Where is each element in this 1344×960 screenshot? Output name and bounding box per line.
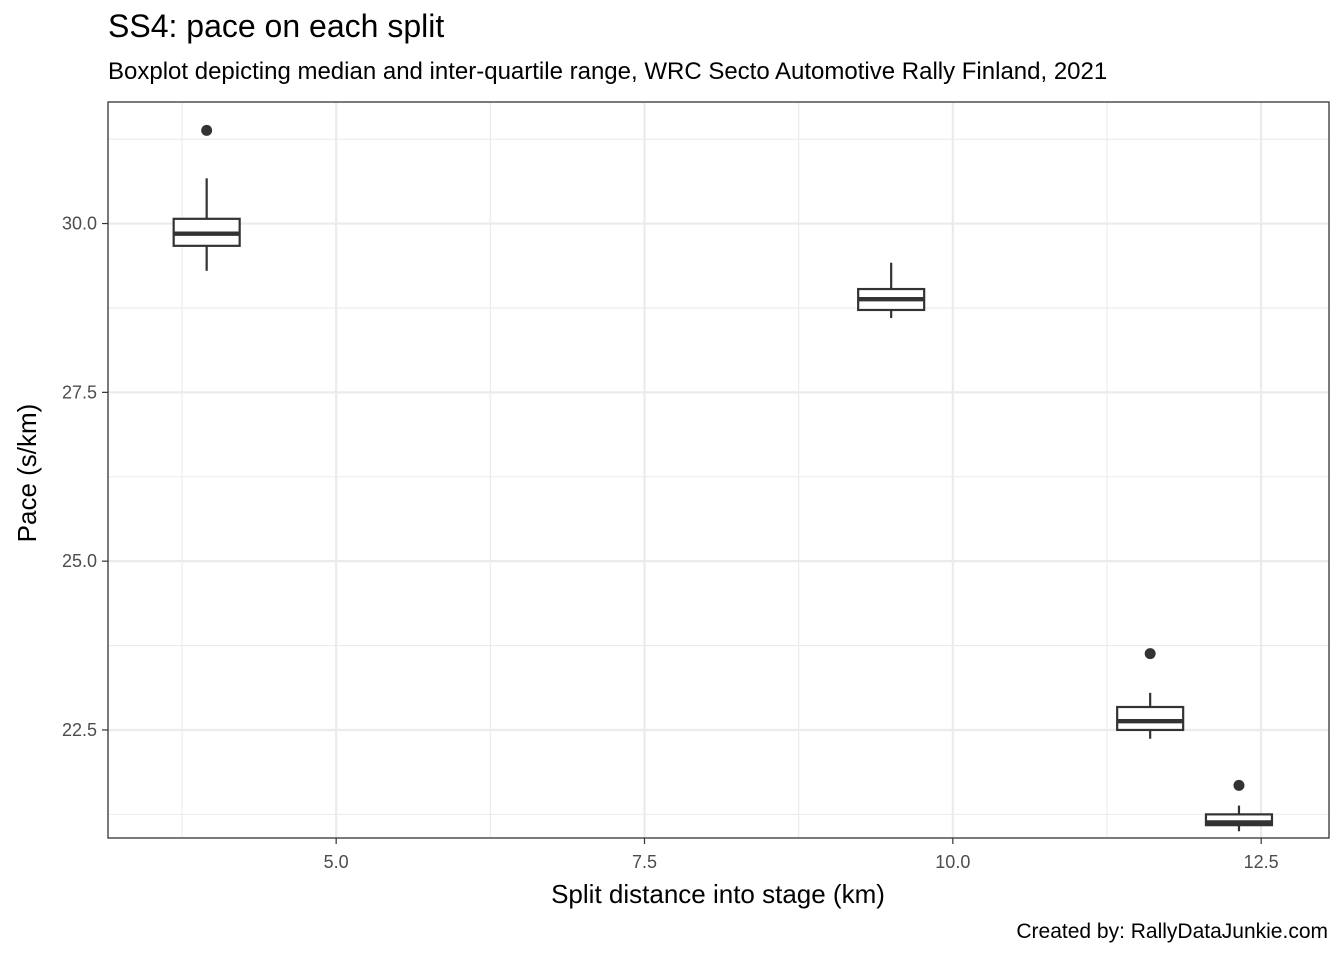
- box-2: [857, 262, 926, 319]
- box-3: [1116, 648, 1185, 739]
- iqr-box: [1204, 813, 1274, 827]
- box-series: [172, 124, 1274, 832]
- minor-gridlines: [108, 102, 1329, 838]
- chart-caption: Created by: RallyDataJunkie.com: [1016, 920, 1328, 943]
- plot-panel-border: [107, 101, 1330, 839]
- outlier-point: [201, 124, 213, 136]
- outlier-point: [1233, 779, 1245, 791]
- x-tick-label: 10.0: [935, 852, 970, 872]
- x-axis-title: Split distance into stage (km): [551, 879, 885, 909]
- box-4: [1204, 779, 1274, 832]
- x-tick-label: 5.0: [324, 852, 349, 872]
- iqr-box: [1116, 705, 1185, 732]
- y-axis: 22.5 25.0 27.5 30.0: [62, 214, 108, 740]
- x-tick-label: 12.5: [1244, 852, 1279, 872]
- y-tick-label: 30.0: [62, 214, 97, 234]
- y-tick-label: 22.5: [62, 720, 97, 740]
- major-gridlines: [108, 102, 1329, 838]
- x-axis: 5.0 7.5 10.0 12.5: [324, 838, 1279, 872]
- y-tick-label: 25.0: [62, 551, 97, 571]
- y-tick-label: 27.5: [62, 382, 97, 402]
- chart-title: SS4: pace on each split: [108, 8, 445, 44]
- y-axis-title: Pace (s/km): [12, 404, 42, 543]
- x-tick-label: 7.5: [632, 852, 657, 872]
- outlier-point: [1144, 648, 1156, 660]
- box-1: [172, 124, 241, 271]
- chart-subtitle: Boxplot depicting median and inter-quart…: [108, 58, 1108, 85]
